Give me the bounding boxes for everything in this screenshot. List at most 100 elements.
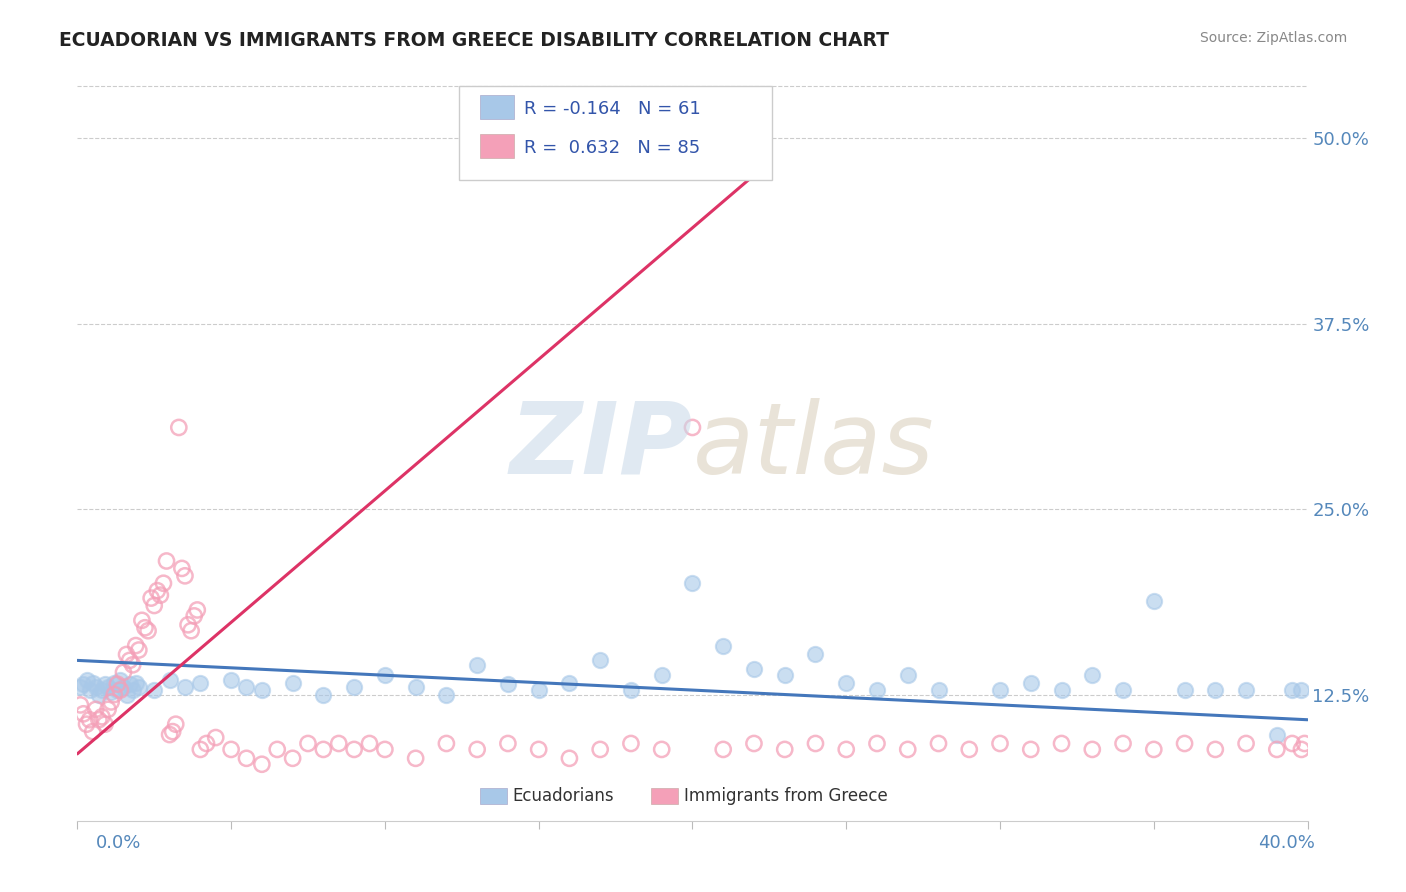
Point xyxy=(143,599,166,613)
Point xyxy=(72,677,94,691)
Point xyxy=(118,677,141,691)
Point xyxy=(281,675,304,690)
Point xyxy=(742,737,765,751)
Point xyxy=(204,731,226,745)
Point xyxy=(235,751,257,765)
Point xyxy=(589,653,612,667)
Point xyxy=(143,683,166,698)
Point xyxy=(105,677,128,691)
Point xyxy=(436,688,458,702)
FancyBboxPatch shape xyxy=(479,788,506,805)
Point xyxy=(804,648,827,662)
Point xyxy=(374,742,396,756)
Point xyxy=(1291,683,1313,698)
Point xyxy=(82,675,104,690)
Point xyxy=(1294,737,1316,751)
Point xyxy=(115,688,138,702)
Point xyxy=(195,737,218,751)
Point xyxy=(79,713,101,727)
Point xyxy=(186,603,208,617)
Point xyxy=(121,657,143,672)
Point xyxy=(136,624,159,638)
Point xyxy=(1291,742,1313,756)
Point xyxy=(94,677,117,691)
Point xyxy=(87,713,110,727)
Point xyxy=(97,702,120,716)
Point xyxy=(110,683,132,698)
Point xyxy=(167,420,190,434)
Text: ZIP: ZIP xyxy=(509,398,693,494)
Text: R =  0.632   N = 85: R = 0.632 N = 85 xyxy=(524,139,700,157)
Point xyxy=(149,588,172,602)
Point xyxy=(1081,668,1104,682)
Point xyxy=(90,683,114,698)
Point xyxy=(1204,742,1226,756)
Text: R = -0.164   N = 61: R = -0.164 N = 61 xyxy=(524,100,700,118)
Point xyxy=(711,742,734,756)
Point xyxy=(112,680,135,694)
Point xyxy=(651,668,673,682)
Text: atlas: atlas xyxy=(693,398,934,494)
Point xyxy=(343,742,366,756)
Point xyxy=(188,675,212,690)
Text: 0.0%: 0.0% xyxy=(96,834,141,852)
Point xyxy=(312,742,335,756)
Point xyxy=(281,751,304,765)
Point xyxy=(250,757,273,772)
Point xyxy=(1081,742,1104,756)
Point xyxy=(1112,683,1135,698)
Point xyxy=(69,698,91,712)
Point xyxy=(343,680,366,694)
Point xyxy=(928,737,950,751)
Point xyxy=(1019,675,1042,690)
Point xyxy=(100,684,122,698)
Point xyxy=(76,717,98,731)
Point xyxy=(620,683,643,698)
Point xyxy=(219,673,242,687)
Point xyxy=(97,680,120,694)
Point xyxy=(79,683,101,698)
Point xyxy=(1174,737,1197,751)
Point xyxy=(988,737,1011,751)
Point xyxy=(711,639,734,653)
Point xyxy=(100,695,122,709)
Point xyxy=(235,680,257,694)
FancyBboxPatch shape xyxy=(479,135,515,158)
Point xyxy=(174,680,197,694)
Point xyxy=(266,742,288,756)
Point xyxy=(1234,737,1257,751)
Point xyxy=(1265,742,1288,756)
Point xyxy=(1281,683,1303,698)
Point xyxy=(866,737,889,751)
Point xyxy=(90,710,114,724)
Point xyxy=(496,737,519,751)
Point xyxy=(115,648,138,662)
Point xyxy=(110,673,132,687)
Point xyxy=(928,683,950,698)
Point xyxy=(897,742,920,756)
Point xyxy=(1204,683,1226,698)
Point xyxy=(773,668,796,682)
Point xyxy=(1143,742,1166,756)
Point xyxy=(165,717,187,731)
Point xyxy=(219,742,242,756)
Point xyxy=(118,653,141,667)
Point xyxy=(177,617,200,632)
Point xyxy=(94,717,117,731)
Point xyxy=(1112,737,1135,751)
Point xyxy=(651,742,673,756)
Point xyxy=(103,688,125,702)
Point xyxy=(141,591,163,605)
Point xyxy=(897,668,920,682)
Point xyxy=(112,665,135,680)
Point xyxy=(103,675,125,690)
Point xyxy=(496,677,519,691)
Point xyxy=(558,675,581,690)
Point xyxy=(436,737,458,751)
Point xyxy=(183,608,205,623)
Point xyxy=(155,554,177,568)
Point xyxy=(170,561,193,575)
Point xyxy=(589,742,612,756)
Text: ECUADORIAN VS IMMIGRANTS FROM GREECE DISABILITY CORRELATION CHART: ECUADORIAN VS IMMIGRANTS FROM GREECE DIS… xyxy=(59,31,889,50)
Point xyxy=(250,683,273,698)
